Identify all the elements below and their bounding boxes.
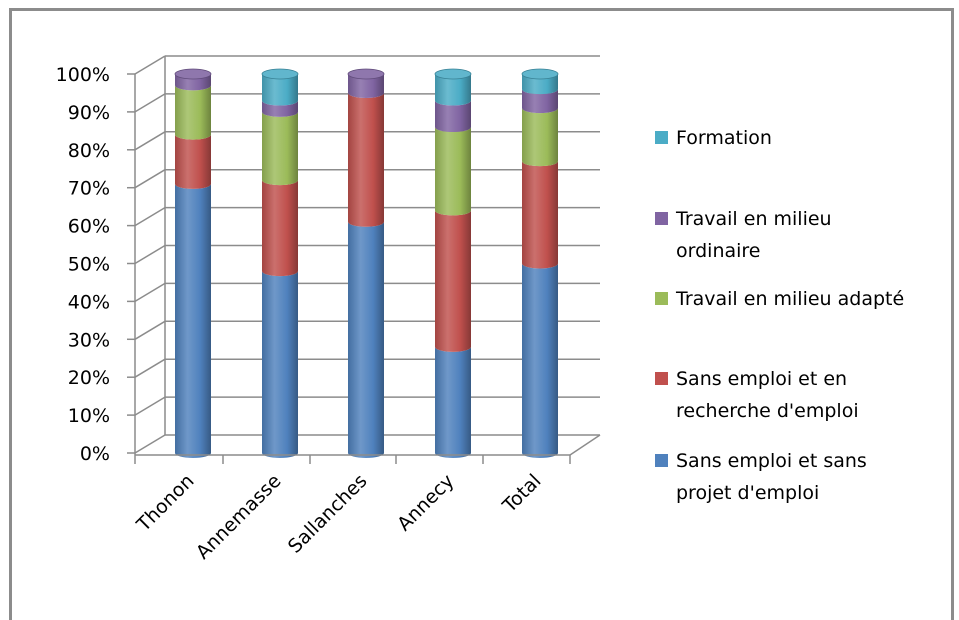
bar-cap (174, 68, 212, 80)
legend-label: recherche d'emploi (676, 400, 859, 422)
gridline-side (134, 93, 166, 113)
y-tick-label: 100% (56, 64, 110, 86)
x-tick-label: Thonon (132, 470, 198, 536)
y-tick-label: 0% (80, 443, 110, 465)
bar-segment-sans-emploi-et-sans-projet-d-emploi (522, 263, 558, 458)
x-tick-label: Total (498, 470, 546, 518)
y-tick-label: 30% (68, 329, 110, 351)
legend-swatch (655, 131, 668, 144)
bar-cap (434, 68, 472, 80)
y-tick-label: 40% (68, 291, 110, 313)
gridline-side (134, 55, 166, 75)
bar-segment-sans-emploi-et-en-recherche-d-emploi (522, 161, 558, 269)
gridline-side (134, 206, 166, 227)
y-tick-label: 10% (68, 405, 110, 427)
legend-item-sans-emploi-et-sans-projet-d-emploi: Sans emploi et sans projet d'emploi (655, 450, 867, 504)
gridline-side (134, 131, 166, 151)
gridline-side (134, 434, 166, 454)
gridline-side (134, 358, 166, 378)
bar-segment-sans-emploi-et-en-recherche-d-emploi (262, 180, 298, 277)
bar-cap (261, 68, 299, 80)
bar-annecy (434, 68, 472, 458)
bar-total (521, 68, 559, 458)
bar-segment-travail-en-milieu-ordinaire (435, 100, 471, 133)
bar-segment-travail-en-milieu-ordinaire (175, 74, 211, 91)
gridline-side (134, 282, 166, 303)
bars (174, 68, 559, 458)
bar-segment-sans-emploi-et-sans-projet-d-emploi (348, 221, 384, 458)
bar-thonon (174, 68, 212, 458)
bar-segment-travail-en-milieu-adapte (262, 111, 298, 186)
bar-segment-travail-en-milieu-ordinaire (522, 89, 558, 114)
y-tick-label: 70% (68, 178, 110, 200)
legend-label: Travail en milieu (675, 208, 832, 230)
bar-segment-travail-en-milieu-adapte (522, 108, 558, 167)
gridline-side (134, 396, 166, 416)
bar-segment-travail-en-milieu-adapte (175, 85, 211, 140)
legend-label: projet d'emploi (676, 482, 819, 504)
bar-segment-formation (262, 74, 298, 106)
x-tick-label: Annecy (393, 470, 458, 535)
bar-segment-sans-emploi-et-en-recherche-d-emploi (175, 134, 211, 189)
bar-segment-sans-emploi-et-sans-projet-d-emploi (435, 346, 471, 458)
legend-item-travail-en-milieu-ordinaire: Travail en milieu ordinaire (655, 208, 832, 262)
legend-swatch (655, 292, 668, 305)
bar-segment-formation (435, 74, 471, 106)
y-tick-label: 90% (68, 102, 110, 124)
y-tick-label: 20% (68, 367, 110, 389)
chart-frame (9, 8, 954, 620)
y-tick-label: 80% (68, 140, 110, 162)
legend-label: Travail en milieu adapté (675, 288, 904, 310)
legend-item-formation: Formation (655, 127, 772, 149)
legend-label: ordinaire (676, 240, 761, 262)
bar-segment-sans-emploi-et-en-recherche-d-emploi (348, 92, 384, 227)
legend-swatch (655, 454, 668, 467)
legend-item-sans-emploi-et-en-recherche-d-emploi: Sans emploi et en recherche d'emploi (655, 368, 859, 422)
legend-label: Sans emploi et en (676, 368, 847, 390)
x-tick-label: Sallanches (284, 470, 372, 558)
gridline-side (134, 320, 166, 340)
bar-cap (347, 68, 385, 80)
bar-segment-formation (522, 74, 558, 95)
legend-swatch (655, 372, 668, 385)
bar-segment-travail-en-milieu-ordinaire (348, 74, 384, 98)
bar-segment-sans-emploi-et-sans-projet-d-emploi (175, 183, 211, 458)
bar-sallanches (347, 68, 385, 458)
legend-label: Sans emploi et sans (676, 450, 867, 472)
bar-annemasse (261, 68, 299, 458)
legend-label: Formation (676, 127, 772, 149)
bar-segment-travail-en-milieu-adapte (435, 127, 471, 216)
legend-item-travail-en-milieu-adapte: Travail en milieu adapté (655, 288, 904, 310)
y-tick-label: 50% (68, 254, 110, 276)
bar-cap (521, 68, 559, 80)
gridline-side (134, 244, 166, 265)
x-tick-label: Annemasse (192, 470, 286, 564)
legend-swatch (655, 212, 668, 225)
y-tick-label: 60% (68, 216, 110, 238)
bar-segment-sans-emploi-et-en-recherche-d-emploi (435, 210, 471, 352)
bar-segment-travail-en-milieu-ordinaire (262, 100, 298, 117)
bar-segment-sans-emploi-et-sans-projet-d-emploi (262, 271, 298, 458)
floor-edge (569, 434, 601, 456)
gridline-side (134, 169, 166, 189)
